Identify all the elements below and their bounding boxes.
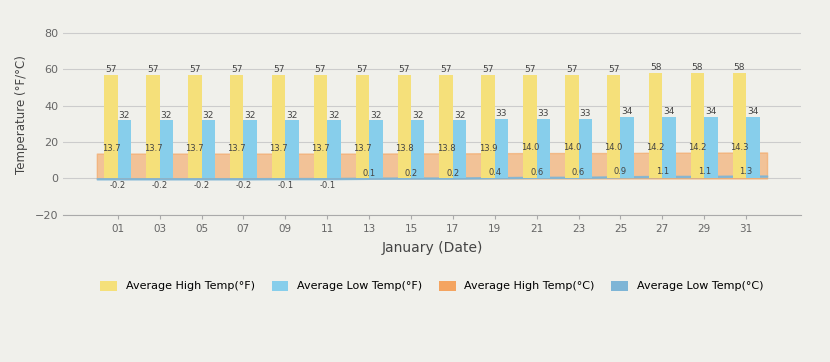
Text: 13.7: 13.7	[144, 144, 162, 153]
Y-axis label: Temperature (°F/°C): Temperature (°F/°C)	[15, 55, 28, 174]
Text: 32: 32	[119, 111, 130, 119]
Text: 58: 58	[691, 63, 703, 72]
Text: 34: 34	[622, 107, 632, 116]
Text: 14.3: 14.3	[730, 143, 749, 152]
Text: 13.7: 13.7	[186, 144, 204, 153]
Bar	[327, 120, 340, 178]
Bar	[439, 75, 453, 178]
Text: -0.2: -0.2	[152, 181, 168, 190]
Text: 32: 32	[286, 111, 298, 119]
Bar	[243, 120, 256, 178]
Bar	[662, 117, 676, 178]
Text: 58: 58	[734, 63, 745, 72]
Text: 1.3: 1.3	[740, 167, 753, 176]
Text: 32: 32	[328, 111, 339, 119]
Legend: Average High Temp(°F), Average Low Temp(°F), Average High Temp(°C), Average Low : Average High Temp(°F), Average Low Temp(…	[96, 276, 768, 296]
Text: 0.6: 0.6	[572, 168, 585, 177]
Text: 57: 57	[398, 65, 410, 74]
Bar	[495, 118, 508, 178]
Text: 57: 57	[525, 65, 535, 74]
Text: 13.7: 13.7	[269, 144, 288, 153]
Text: 0.2: 0.2	[404, 169, 417, 177]
Bar	[621, 117, 634, 178]
Bar	[230, 75, 243, 178]
Bar	[537, 118, 550, 178]
Text: 13.8: 13.8	[395, 144, 413, 153]
Text: 14.2: 14.2	[688, 143, 706, 152]
Bar	[733, 73, 746, 178]
Bar	[159, 120, 173, 178]
Text: 1.1: 1.1	[698, 167, 710, 176]
Bar	[398, 75, 411, 178]
Bar	[272, 75, 286, 178]
Bar	[202, 120, 215, 178]
Bar	[188, 75, 202, 178]
Bar	[649, 73, 662, 178]
Bar	[704, 117, 718, 178]
Text: -0.2: -0.2	[193, 181, 210, 190]
Text: 57: 57	[189, 65, 201, 74]
Text: 32: 32	[161, 111, 172, 119]
Text: 33: 33	[579, 109, 591, 118]
Bar	[565, 75, 579, 178]
Text: 57: 57	[441, 65, 452, 74]
Bar	[146, 75, 159, 178]
Text: 0.4: 0.4	[488, 168, 501, 177]
Text: 1.1: 1.1	[656, 167, 669, 176]
Text: 57: 57	[105, 65, 117, 74]
Text: -0.1: -0.1	[320, 181, 335, 190]
Bar	[286, 120, 299, 178]
Text: 58: 58	[650, 63, 662, 72]
Bar	[369, 120, 383, 178]
Text: 13.7: 13.7	[102, 144, 120, 153]
Text: 34: 34	[663, 107, 675, 116]
Text: 57: 57	[357, 65, 369, 74]
Text: 13.7: 13.7	[353, 144, 372, 153]
Text: 57: 57	[608, 65, 619, 74]
Text: 32: 32	[245, 111, 256, 119]
Text: 0.2: 0.2	[447, 169, 460, 177]
Text: 33: 33	[538, 109, 549, 118]
Bar	[607, 75, 621, 178]
Bar	[579, 118, 592, 178]
Text: 14.0: 14.0	[563, 143, 581, 152]
Text: 14.0: 14.0	[520, 143, 540, 152]
Bar	[746, 117, 759, 178]
Bar	[481, 75, 495, 178]
Text: 14.2: 14.2	[647, 143, 665, 152]
Text: 13.8: 13.8	[437, 144, 456, 153]
Text: 32: 32	[454, 111, 466, 119]
Bar	[523, 75, 537, 178]
Bar	[356, 75, 369, 178]
Text: 14.0: 14.0	[604, 143, 623, 152]
Text: 57: 57	[482, 65, 494, 74]
Bar	[118, 120, 131, 178]
Text: 34: 34	[747, 107, 759, 116]
Bar	[105, 75, 118, 178]
Text: 0.9: 0.9	[614, 167, 627, 176]
Text: 57: 57	[147, 65, 159, 74]
Text: 34: 34	[706, 107, 716, 116]
Text: 0.1: 0.1	[363, 169, 376, 178]
Bar	[411, 120, 424, 178]
Text: -0.2: -0.2	[236, 181, 251, 190]
Text: 13.7: 13.7	[311, 144, 330, 153]
Text: 57: 57	[231, 65, 242, 74]
Text: 13.7: 13.7	[227, 144, 246, 153]
Text: 13.9: 13.9	[479, 144, 497, 153]
Text: 32: 32	[370, 111, 382, 119]
Text: 57: 57	[273, 65, 285, 74]
Text: 0.6: 0.6	[530, 168, 544, 177]
Text: 33: 33	[496, 109, 507, 118]
Bar	[314, 75, 327, 178]
Bar	[691, 73, 704, 178]
Text: 32: 32	[203, 111, 214, 119]
Text: -0.2: -0.2	[110, 181, 126, 190]
Text: -0.1: -0.1	[277, 181, 293, 190]
Text: 32: 32	[412, 111, 423, 119]
Text: 57: 57	[315, 65, 326, 74]
Bar	[453, 120, 466, 178]
Text: 57: 57	[566, 65, 578, 74]
X-axis label: January (Date): January (Date)	[381, 241, 482, 255]
